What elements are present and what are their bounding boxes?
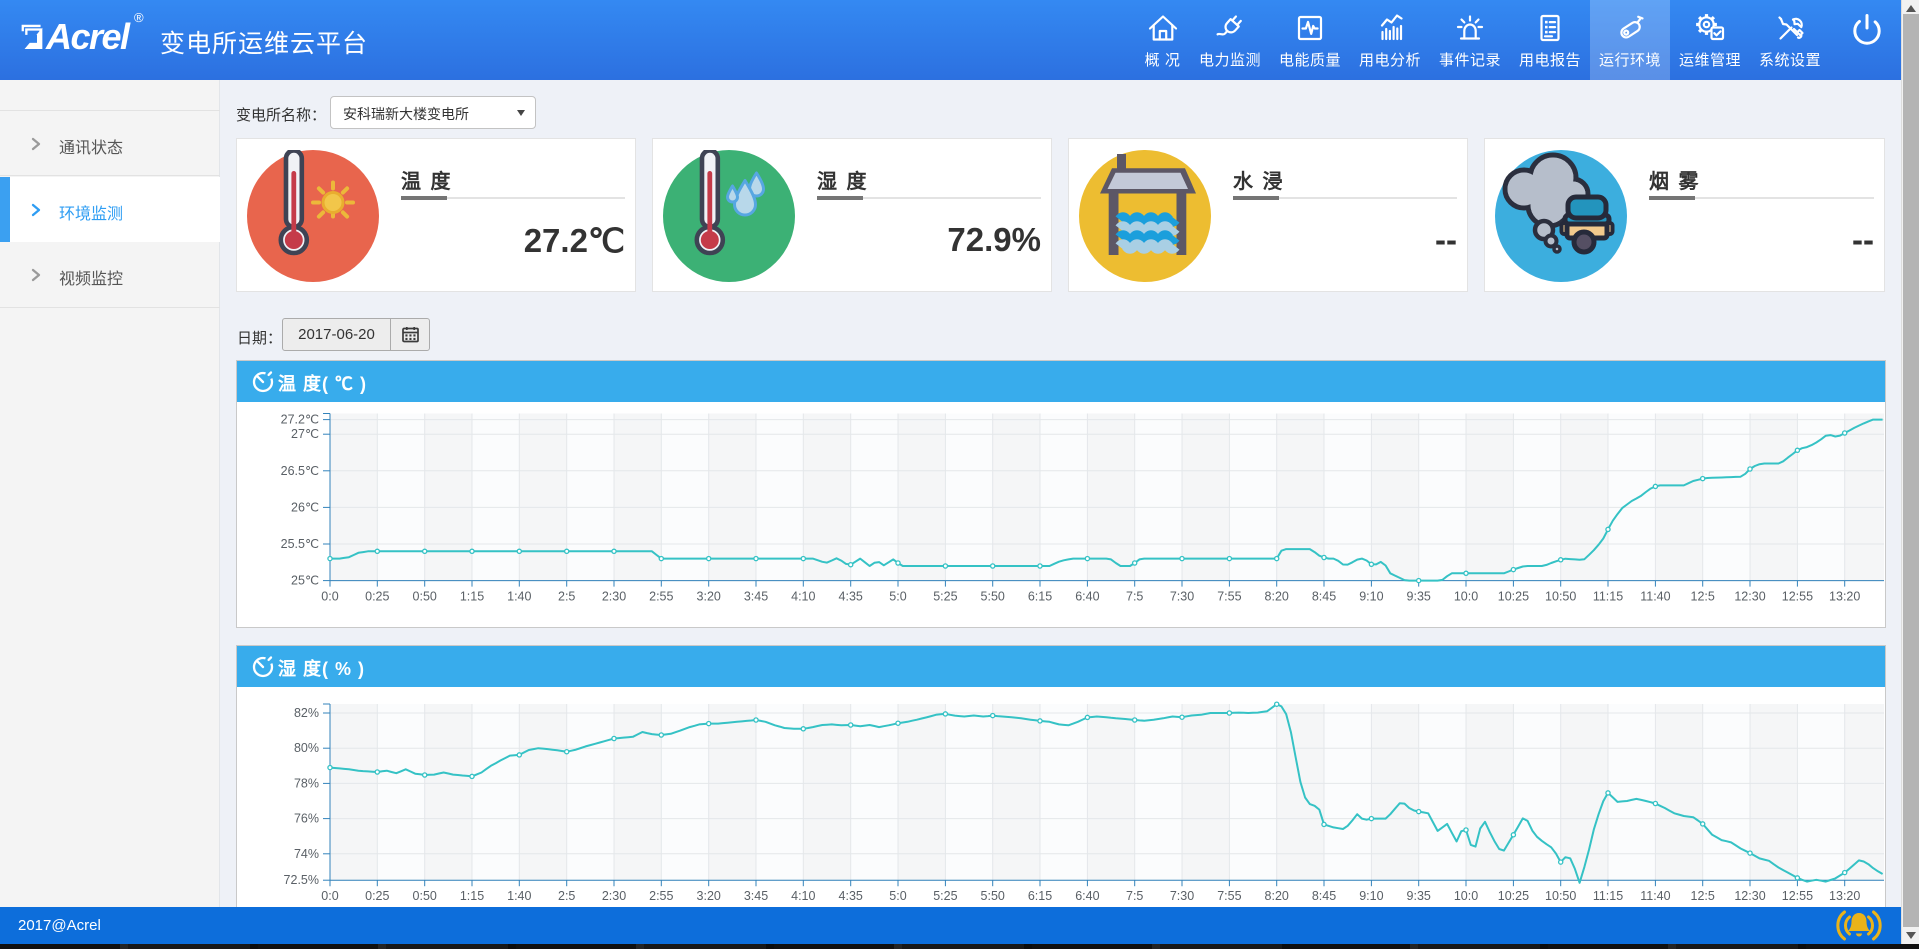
svg-text:10:50: 10:50 (1545, 889, 1576, 903)
svg-text:8:20: 8:20 (1265, 590, 1289, 604)
svg-text:11:15: 11:15 (1593, 590, 1623, 604)
svg-text:5:0: 5:0 (889, 590, 906, 604)
svg-text:0:50: 0:50 (413, 590, 437, 604)
svg-text:3:20: 3:20 (697, 889, 721, 903)
svg-text:9:10: 9:10 (1359, 590, 1383, 604)
svg-text:80%: 80% (294, 741, 319, 755)
svg-text:6:15: 6:15 (1028, 590, 1052, 604)
svg-text:72.5%: 72.5% (284, 873, 319, 887)
svg-text:0:25: 0:25 (365, 590, 389, 604)
svg-text:0:50: 0:50 (413, 889, 437, 903)
svg-text:12:5: 12:5 (1691, 889, 1715, 903)
svg-text:7:5: 7:5 (1126, 889, 1143, 903)
svg-text:11:15: 11:15 (1593, 889, 1623, 903)
svg-text:2:5: 2:5 (558, 590, 575, 604)
svg-text:10:25: 10:25 (1498, 889, 1529, 903)
svg-text:0:25: 0:25 (365, 889, 389, 903)
svg-text:7:55: 7:55 (1217, 889, 1241, 903)
svg-text:4:35: 4:35 (839, 590, 863, 604)
svg-text:82%: 82% (294, 706, 319, 720)
svg-text:3:45: 3:45 (744, 889, 768, 903)
svg-text:2:30: 2:30 (602, 590, 626, 604)
svg-text:4:35: 4:35 (839, 889, 863, 903)
svg-text:8:45: 8:45 (1312, 889, 1336, 903)
svg-text:8:20: 8:20 (1265, 889, 1289, 903)
svg-text:11:40: 11:40 (1640, 889, 1670, 903)
svg-text:8:45: 8:45 (1312, 590, 1336, 604)
svg-text:7:55: 7:55 (1217, 590, 1241, 604)
svg-text:12:55: 12:55 (1782, 889, 1813, 903)
svg-text:12:30: 12:30 (1734, 590, 1765, 604)
svg-text:9:10: 9:10 (1359, 889, 1383, 903)
svg-text:6:40: 6:40 (1075, 889, 1099, 903)
svg-text:10:0: 10:0 (1454, 889, 1478, 903)
svg-text:27.2℃: 27.2℃ (281, 413, 319, 427)
svg-text:4:10: 4:10 (791, 889, 815, 903)
svg-text:1:15: 1:15 (460, 590, 484, 604)
svg-text:3:20: 3:20 (697, 590, 721, 604)
svg-text:0:0: 0:0 (321, 590, 338, 604)
svg-text:5:0: 5:0 (889, 889, 906, 903)
svg-text:6:15: 6:15 (1028, 889, 1052, 903)
svg-text:4:10: 4:10 (791, 590, 815, 604)
svg-text:10:50: 10:50 (1545, 590, 1576, 604)
svg-text:76%: 76% (294, 812, 319, 826)
svg-text:9:35: 9:35 (1407, 889, 1431, 903)
svg-text:9:35: 9:35 (1407, 590, 1431, 604)
svg-text:1:15: 1:15 (460, 889, 484, 903)
svg-text:26.5℃: 26.5℃ (281, 464, 319, 478)
svg-text:0:0: 0:0 (321, 889, 338, 903)
svg-text:2:5: 2:5 (558, 889, 575, 903)
svg-text:13:20: 13:20 (1829, 590, 1860, 604)
svg-text:1:40: 1:40 (507, 590, 531, 604)
svg-text:5:50: 5:50 (981, 590, 1005, 604)
svg-text:74%: 74% (294, 847, 319, 861)
svg-text:6:40: 6:40 (1075, 590, 1099, 604)
svg-text:10:25: 10:25 (1498, 590, 1529, 604)
svg-text:11:40: 11:40 (1640, 590, 1670, 604)
svg-text:27℃: 27℃ (291, 427, 319, 441)
svg-text:26℃: 26℃ (291, 500, 319, 514)
svg-text:12:30: 12:30 (1734, 889, 1765, 903)
svg-text:12:5: 12:5 (1691, 590, 1715, 604)
svg-text:1:40: 1:40 (507, 889, 531, 903)
svg-text:7:30: 7:30 (1170, 889, 1194, 903)
svg-text:10:0: 10:0 (1454, 590, 1478, 604)
svg-text:2:55: 2:55 (649, 889, 673, 903)
svg-text:12:55: 12:55 (1782, 590, 1813, 604)
svg-text:2:30: 2:30 (602, 889, 626, 903)
svg-text:25.5℃: 25.5℃ (281, 537, 319, 551)
svg-text:5:25: 5:25 (933, 590, 957, 604)
svg-text:3:45: 3:45 (744, 590, 768, 604)
svg-text:25℃: 25℃ (291, 574, 319, 588)
svg-text:5:25: 5:25 (933, 889, 957, 903)
svg-text:7:5: 7:5 (1126, 590, 1143, 604)
svg-text:13:20: 13:20 (1829, 889, 1860, 903)
svg-text:78%: 78% (294, 776, 319, 790)
svg-text:7:30: 7:30 (1170, 590, 1194, 604)
svg-text:2:55: 2:55 (649, 590, 673, 604)
svg-text:5:50: 5:50 (981, 889, 1005, 903)
